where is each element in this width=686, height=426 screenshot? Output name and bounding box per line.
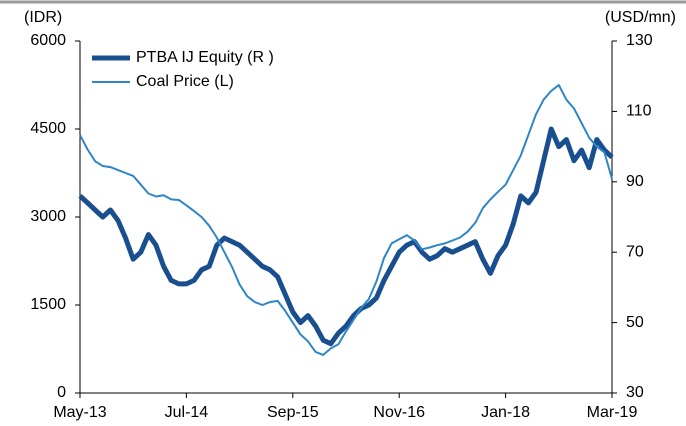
x-tick-label: Jan-18 (481, 404, 530, 421)
y2-tick-label: 50 (626, 314, 644, 331)
x-tick-label: Sep-15 (267, 404, 319, 421)
y-tick-label: 0 (57, 384, 66, 401)
y2-axis-label: (USD/mn) (605, 9, 676, 26)
y-tick-label: 1500 (30, 296, 66, 313)
y-tick-label: 6000 (30, 32, 66, 49)
legend-label: Coal Price (L) (136, 73, 234, 90)
x-tick-label: Jul-14 (165, 404, 209, 421)
y2-tick-label: 110 (626, 103, 652, 120)
y2-tick-label: 70 (626, 243, 644, 260)
x-tick-label: Mar-19 (587, 404, 638, 421)
legend-label: PTBA IJ Equity (R ) (136, 49, 274, 66)
y-tick-label: 4500 (30, 120, 66, 137)
y2-tick-label: 90 (626, 173, 644, 190)
x-tick-label: Nov-16 (373, 404, 425, 421)
y-axis-label: (IDR) (24, 9, 62, 26)
y2-tick-label: 30 (626, 384, 644, 401)
x-tick-label: May-13 (53, 404, 106, 421)
line-series (78, 126, 614, 347)
y2-tick-label: 130 (626, 32, 653, 49)
line-series (79, 84, 613, 356)
y-tick-label: 3000 (30, 208, 66, 225)
